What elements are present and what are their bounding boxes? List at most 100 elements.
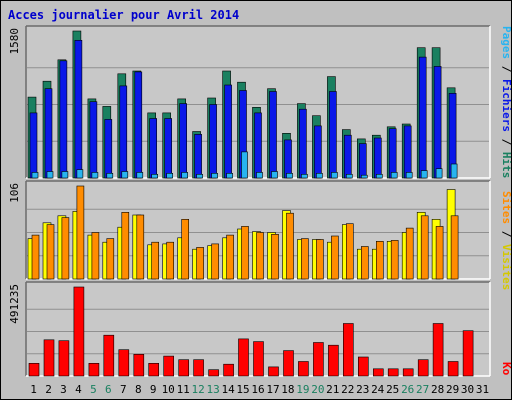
bar-ko-day-28 xyxy=(432,323,444,377)
bar-sites-day-9 xyxy=(151,241,159,280)
x-tick-label-day-10: 10 xyxy=(162,383,175,396)
legend-sites: Sites xyxy=(500,191,512,224)
bar-sites-day-14 xyxy=(226,234,234,280)
bar-pages-day-20 xyxy=(316,173,323,179)
legend-sep: / xyxy=(500,59,512,79)
bar-ko-day-27 xyxy=(417,359,429,377)
bar-fichiers-day-14 xyxy=(224,84,232,179)
x-tick-label-day-11: 11 xyxy=(177,383,190,396)
bar-pages-day-17 xyxy=(271,171,278,179)
bar-fichiers-day-6 xyxy=(104,119,113,179)
bar-fichiers-day-9 xyxy=(149,118,157,179)
bar-ko-day-25 xyxy=(387,368,399,377)
bar-fichiers-day-21 xyxy=(329,91,337,179)
legend-top: Pages / Fichiers / Hits xyxy=(500,26,512,178)
bar-fichiers-day-27 xyxy=(418,56,427,179)
bar-ko-day-12 xyxy=(193,359,204,377)
bar-ko-day-14 xyxy=(223,363,234,377)
bar-ko-day-6 xyxy=(103,334,115,377)
x-tick-label-day-7: 7 xyxy=(120,383,127,396)
legend-hits: Hits xyxy=(500,152,512,179)
bar-fichiers-day-25 xyxy=(388,128,397,179)
panel-bottom: 491235 xyxy=(8,281,491,377)
bar-fichiers-day-8 xyxy=(134,71,143,179)
bar-sites-day-11 xyxy=(181,219,189,280)
bar-pages-day-10 xyxy=(166,173,173,179)
bar-pages-day-6 xyxy=(106,173,114,179)
x-tick-label-day-30: 30 xyxy=(461,383,474,396)
bar-sites-day-13 xyxy=(211,243,219,280)
bar-pages-day-27 xyxy=(420,170,428,179)
x-tick-label-day-20: 20 xyxy=(311,383,324,396)
bar-sites-day-1 xyxy=(31,234,40,280)
bar-sites-day-5 xyxy=(91,232,100,280)
bar-sites-day-3 xyxy=(61,217,70,280)
panel-top: 1580 xyxy=(8,25,491,179)
bar-pages-day-21 xyxy=(331,172,338,179)
x-tick-label-day-1: 1 xyxy=(30,383,37,396)
legend-middle: Sites / Visites xyxy=(500,191,512,290)
x-tick-label-day-25: 25 xyxy=(386,383,399,396)
bar-sites-day-10 xyxy=(166,241,174,280)
x-tick-label-day-22: 22 xyxy=(341,383,354,396)
bar-sites-day-25 xyxy=(390,240,399,280)
y-max-label: 1580 xyxy=(8,28,21,55)
x-tick-label-day-17: 17 xyxy=(266,383,279,396)
bar-ko-day-10 xyxy=(163,355,174,377)
bar-fichiers-day-24 xyxy=(373,137,382,179)
chart-title: Acces journalier pour Avril 2014 xyxy=(8,8,239,22)
bar-pages-day-19 xyxy=(301,174,308,179)
bar-fichiers-day-5 xyxy=(89,101,98,179)
legend-visits: Visites xyxy=(500,244,512,290)
bar-pages-day-15 xyxy=(241,151,248,179)
bar-ko-day-18 xyxy=(283,350,294,377)
bar-pages-day-5 xyxy=(91,172,99,179)
bar-ko-day-5 xyxy=(88,362,100,377)
bar-sites-day-4 xyxy=(76,185,85,280)
bar-ko-day-3 xyxy=(58,340,70,377)
bar-fichiers-day-1 xyxy=(29,112,38,179)
bar-fichiers-day-16 xyxy=(254,112,262,179)
bar-fichiers-day-26 xyxy=(403,125,412,179)
bar-pages-day-26 xyxy=(405,172,413,179)
bar-ko-day-17 xyxy=(268,366,279,377)
bar-pages-day-18 xyxy=(286,173,293,179)
panel-middle: 106 xyxy=(8,180,491,280)
bar-pages-day-2 xyxy=(46,171,54,179)
bar-ko-day-29 xyxy=(447,361,459,377)
bar-ko-day-13 xyxy=(208,369,219,377)
bar-ko-day-19 xyxy=(298,361,309,377)
bar-ko-day-1 xyxy=(28,362,40,377)
x-tick-label-day-28: 28 xyxy=(431,383,444,396)
x-tick-label-day-23: 23 xyxy=(356,383,369,396)
x-tick-label-day-21: 21 xyxy=(326,383,339,396)
bar-fichiers-day-17 xyxy=(269,91,277,179)
y-max-label: 106 xyxy=(8,183,21,203)
y-max-label: 491235 xyxy=(8,284,21,324)
bar-ko-day-7 xyxy=(118,349,130,377)
bar-sites-day-26 xyxy=(405,227,414,280)
bar-ko-day-22 xyxy=(342,323,354,377)
x-tick-label-day-5: 5 xyxy=(90,383,97,396)
bar-fichiers-day-28 xyxy=(433,66,442,179)
bar-pages-day-28 xyxy=(435,168,443,179)
bar-ko-day-15 xyxy=(238,338,249,377)
bar-ko-day-21 xyxy=(328,344,339,377)
x-tick-label-day-9: 9 xyxy=(150,383,157,396)
bar-sites-day-22 xyxy=(345,223,354,280)
x-tick-label-day-2: 2 xyxy=(45,383,52,396)
x-tick-label-day-31: 31 xyxy=(476,383,489,396)
bar-fichiers-day-7 xyxy=(119,85,128,179)
x-tick-label-day-14: 14 xyxy=(221,383,235,396)
bar-sites-day-6 xyxy=(106,238,115,280)
bar-pages-day-1 xyxy=(31,172,39,179)
panels-layer: 1580 106 491235 xyxy=(8,25,491,377)
bar-ko-day-24 xyxy=(372,368,384,377)
x-tick-label-day-24: 24 xyxy=(371,383,385,396)
bar-sites-day-23 xyxy=(360,246,369,280)
x-tick-label-day-16: 16 xyxy=(251,383,264,396)
bar-ko-day-4 xyxy=(73,286,85,377)
x-tick-label-day-15: 15 xyxy=(236,383,249,396)
bar-pages-day-8 xyxy=(136,172,144,179)
